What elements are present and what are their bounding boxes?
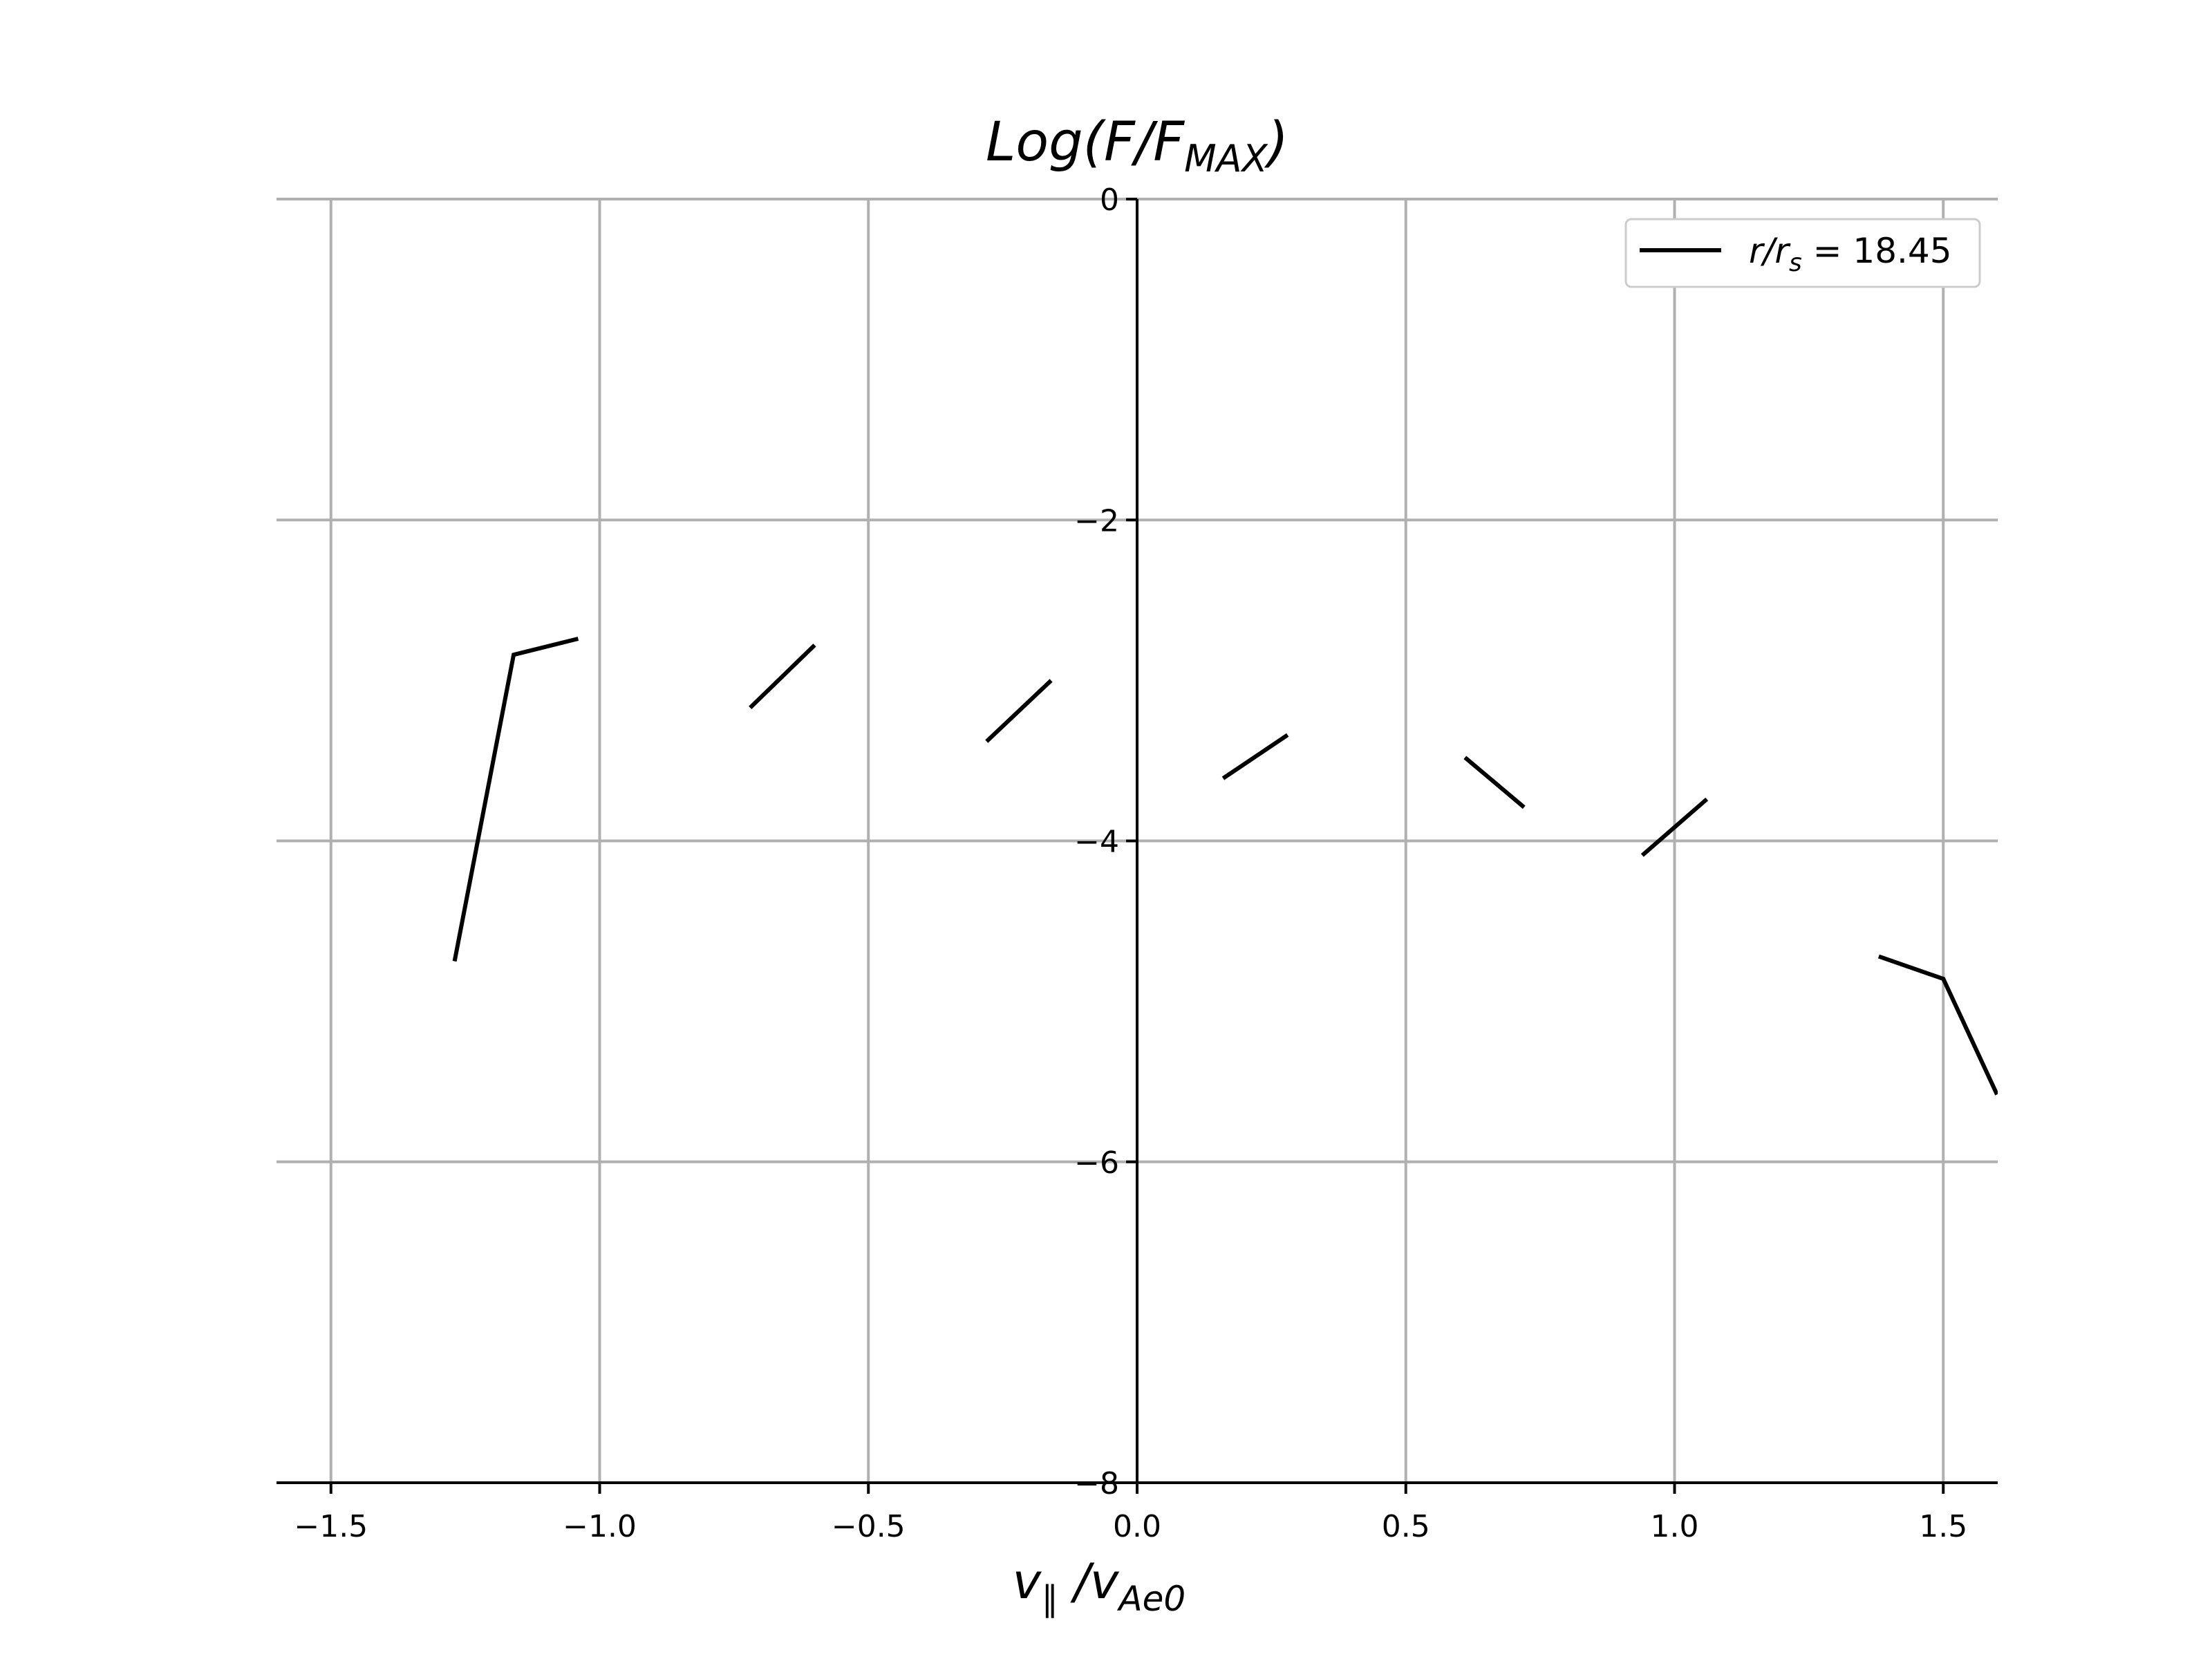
ticks: −1.5 −1.0 −0.5 0.0 0.5 1.0 1.5 0 −2 −4 −6 −8 [294, 182, 1967, 1544]
x-tick-label: 1.5 [1919, 1509, 1967, 1544]
series-line-segment [985, 679, 1053, 743]
x-axis-label: v∥ /vAe0 [1013, 1553, 1185, 1619]
x-tick-label: 1.0 [1651, 1509, 1699, 1544]
x-tick-label: 0.5 [1382, 1509, 1430, 1544]
x-tick-label: 0.0 [1113, 1509, 1161, 1544]
series-line-segment [1221, 733, 1289, 780]
y-tick-label: −2 [1074, 503, 1119, 538]
series-line-segment [452, 637, 579, 962]
x-tick-label: −0.5 [832, 1509, 906, 1544]
series-line-segment [1463, 756, 1526, 809]
y-tick-label: −8 [1074, 1466, 1119, 1501]
y-tick-label: 0 [1100, 182, 1119, 218]
legend: r/rs = 18.45 [1624, 218, 1981, 288]
series-layer [452, 637, 1998, 1096]
series-line-segment [1640, 797, 1709, 857]
y-tick-label: −4 [1074, 825, 1119, 860]
legend-label: r/rs = 18.45 [1749, 231, 1952, 277]
chart-title: Log(F/FMAX) [986, 111, 1288, 180]
y-tick-label: −6 [1074, 1145, 1119, 1181]
x-tick-label: −1.0 [563, 1509, 637, 1544]
legend-box [1624, 218, 1981, 288]
series-line-segment [749, 644, 816, 709]
x-tick-label: −1.5 [294, 1509, 368, 1544]
series-line-segment [1877, 954, 1998, 1096]
